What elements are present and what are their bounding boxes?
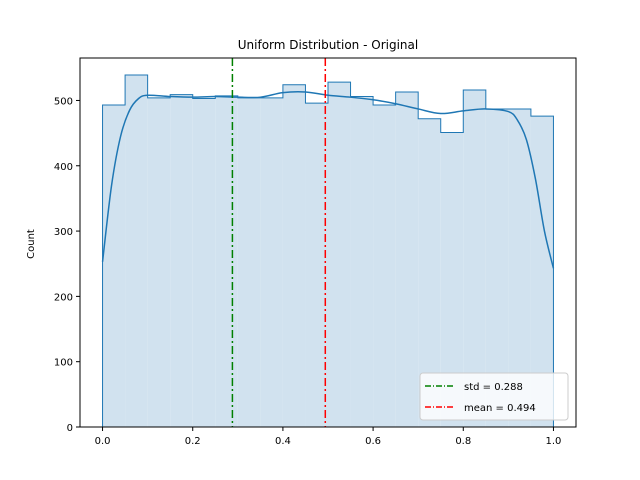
y-axis-label: Count [26, 229, 37, 259]
x-tick-label: 0.4 [275, 436, 291, 447]
axes-frame [79, 57, 577, 428]
histogram-bar [282, 84, 306, 428]
histogram-bar [463, 90, 486, 427]
histogram-bar [147, 97, 171, 428]
histogram-bar [508, 108, 531, 427]
y-tick-label: 200 [54, 292, 73, 303]
histogram-bar [350, 96, 374, 427]
legend-label-mean: mean = 0.494 [464, 403, 536, 414]
legend-box [419, 372, 569, 421]
histogram-bar [395, 91, 419, 427]
y-tick-label: 400 [54, 162, 73, 173]
histogram-bar [530, 116, 554, 427]
histogram-bar [485, 108, 509, 427]
y-tick-label: 300 [54, 227, 73, 238]
plot-area [101, 58, 555, 428]
histogram-bar [260, 97, 283, 428]
histogram-bar [305, 103, 328, 427]
axes: 0.0 0.2 0.4 0.6 0.8 1.0 0 100 200 300 400 500 [54, 57, 577, 447]
x-tick-label: 0.6 [365, 436, 381, 447]
histogram-bar [170, 94, 193, 427]
histogram-bar [215, 95, 238, 428]
chart-title: Uniform Distribution - Original [238, 38, 418, 52]
histogram-bar [125, 74, 148, 427]
x-tick-label: 0.8 [455, 436, 471, 447]
legend-label-std: std = 0.288 [464, 382, 523, 393]
legend: std = 0.288 mean = 0.494 [419, 372, 569, 421]
histogram-bar [440, 132, 464, 427]
histogram-bar [418, 118, 441, 428]
histogram-bar [373, 105, 396, 427]
histogram-bar [192, 98, 216, 427]
y-tick-label: 100 [54, 358, 73, 369]
x-tick-label: 0.2 [185, 436, 201, 447]
x-tick-label: 1.0 [546, 436, 562, 447]
y-tick-label: 500 [54, 96, 73, 107]
histogram-bar [328, 82, 351, 427]
x-tick-label: 0.0 [95, 436, 111, 447]
y-tick-label: 0 [67, 423, 73, 434]
histogram-bar [102, 105, 126, 427]
kde-curve [101, 90, 555, 269]
histogram-bar [237, 97, 261, 428]
